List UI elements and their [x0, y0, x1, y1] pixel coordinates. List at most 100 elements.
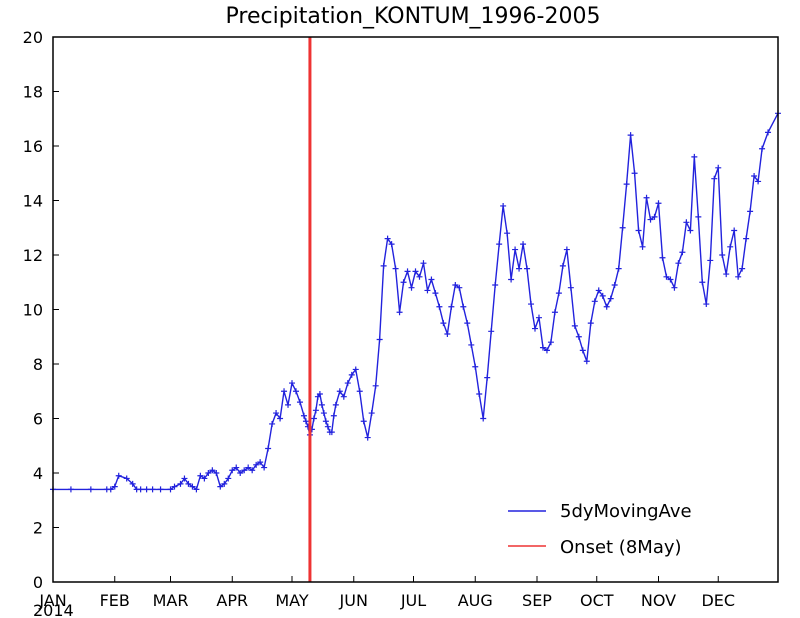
data-point-marker — [318, 401, 325, 408]
y-tick-label: 6 — [33, 410, 43, 429]
data-point-marker — [67, 486, 74, 493]
y-tick-label: 2 — [33, 519, 43, 538]
data-point-marker — [87, 486, 94, 493]
y-axis-ticks: 0 2 4 6 8 10 12 14 16 18 20 — [23, 28, 59, 592]
data-point-marker — [575, 333, 582, 340]
data-point-marker — [543, 347, 550, 354]
data-point-marker — [420, 260, 427, 267]
data-point-marker — [404, 268, 411, 275]
x-tick-label: APR — [216, 591, 248, 610]
data-point-marker — [332, 401, 339, 408]
data-point-marker — [171, 483, 178, 490]
data-point-marker — [755, 178, 762, 185]
data-point-marker — [424, 287, 431, 294]
data-point-marker — [253, 461, 260, 468]
data-point-marker — [115, 472, 122, 479]
data-point-marker — [356, 388, 363, 395]
data-point-marker — [488, 328, 495, 335]
data-point-marker — [524, 265, 531, 272]
data-point-marker — [310, 415, 317, 422]
data-point-marker — [655, 200, 662, 207]
data-point-marker — [567, 284, 574, 291]
data-point-marker — [691, 153, 698, 160]
data-point-marker — [273, 410, 280, 417]
data-point-marker — [302, 418, 309, 425]
data-point-marker — [360, 418, 367, 425]
data-point-marker — [241, 467, 248, 474]
y-tick-label: 12 — [23, 246, 43, 265]
data-point-marker — [587, 320, 594, 327]
data-point-marker — [300, 412, 307, 419]
data-point-marker — [245, 464, 252, 471]
data-point-marker — [167, 486, 174, 493]
data-point-marker — [643, 194, 650, 201]
data-point-marker — [663, 273, 670, 280]
data-point-marker — [547, 339, 554, 346]
data-point-marker — [500, 202, 507, 209]
data-point-marker — [372, 382, 379, 389]
data-point-marker — [635, 227, 642, 234]
data-point-marker — [615, 265, 622, 272]
data-point-marker — [751, 172, 758, 179]
data-point-marker — [107, 486, 114, 493]
data-point-marker — [384, 235, 391, 242]
data-point-marker — [237, 470, 244, 476]
data-point-marker — [416, 273, 423, 280]
data-point-marker — [392, 265, 399, 272]
x-tick-label: SEP — [522, 591, 552, 610]
data-point-marker — [440, 320, 447, 327]
year-label: 2014 — [33, 601, 74, 618]
data-point-marker — [619, 224, 626, 231]
data-point-marker — [683, 219, 690, 226]
data-point-marker — [209, 467, 216, 474]
data-point-marker — [627, 132, 634, 139]
data-point-marker — [316, 390, 323, 397]
data-point-marker — [344, 380, 351, 387]
data-point-marker — [675, 260, 682, 267]
data-point-marker — [348, 371, 355, 378]
data-point-marker — [328, 429, 335, 436]
data-point-marker — [157, 486, 164, 493]
data-point-marker — [177, 480, 184, 487]
y-tick-label: 10 — [23, 301, 43, 320]
y-tick-label: 14 — [23, 192, 43, 211]
data-point-marker — [261, 464, 268, 471]
data-point-marker — [512, 246, 519, 253]
data-point-marker — [739, 265, 746, 272]
data-point-marker — [759, 145, 766, 152]
data-point-marker — [436, 303, 443, 310]
data-point-marker — [492, 281, 499, 288]
data-point-marker — [679, 249, 686, 256]
data-point-marker — [539, 344, 546, 351]
data-point-marker — [551, 309, 558, 316]
legend-label-5dy: 5dyMovingAve — [560, 501, 692, 522]
x-axis-ticks: JAN FEB MAR APR MAY JUN JUL AUG SEP OCT NOV DEC — [38, 576, 735, 610]
data-point-marker — [591, 298, 598, 305]
x-tick-label: OCT — [580, 591, 614, 610]
data-point-marker — [123, 475, 130, 482]
y-tick-label: 20 — [23, 28, 43, 47]
data-point-marker — [456, 284, 463, 291]
data-point-marker — [324, 423, 331, 430]
data-point-marker — [476, 390, 483, 397]
data-point-marker — [532, 325, 539, 332]
data-point-marker — [595, 287, 602, 294]
y-tick-label: 4 — [33, 464, 43, 483]
data-point-marker — [400, 279, 407, 286]
data-point-marker — [428, 276, 435, 283]
data-point-marker — [388, 241, 395, 248]
data-point-marker — [731, 227, 738, 234]
data-point-marker — [265, 445, 272, 452]
data-point-marker — [412, 268, 419, 275]
data-point-marker — [221, 480, 228, 487]
data-point-marker — [516, 265, 523, 272]
data-point-marker — [225, 475, 232, 482]
data-point-marker — [699, 279, 706, 286]
x-tick-label: FEB — [100, 591, 130, 610]
data-point-marker — [484, 374, 491, 381]
data-point-marker — [747, 208, 754, 215]
y-tick-label: 18 — [23, 83, 43, 102]
data-point-marker — [292, 388, 299, 395]
data-point-marker — [380, 262, 387, 269]
